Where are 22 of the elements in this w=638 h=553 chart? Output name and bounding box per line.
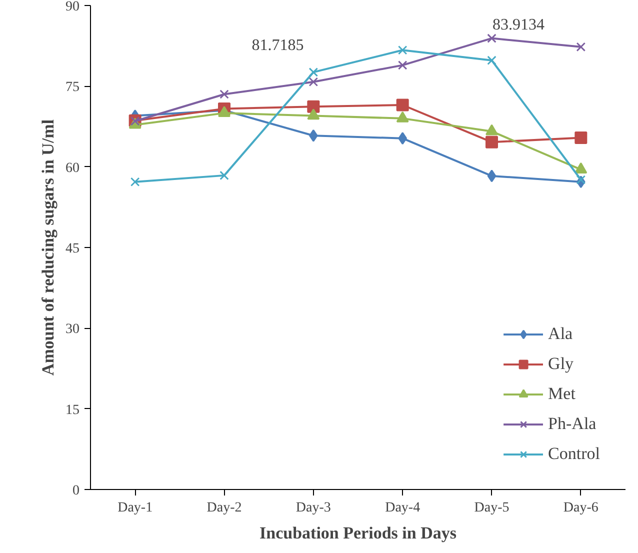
y-tick-label: 45 <box>66 242 80 256</box>
x-tick-label: Day-2 <box>206 500 242 516</box>
y-tick-label: 30 <box>66 322 80 338</box>
annotation: 83.9134 <box>492 16 544 34</box>
x-tick-label: Day-6 <box>563 500 598 516</box>
y-tick-label: 90 <box>66 0 80 14</box>
y-tick-label: 15 <box>66 402 80 418</box>
legend-label: Ph-Ala <box>548 414 596 434</box>
x-tick-label: Day-1 <box>118 500 153 516</box>
x-tick-label: Day-3 <box>296 500 331 516</box>
x-tick-label: Day-5 <box>474 500 510 516</box>
legend-label: Met <box>548 384 576 404</box>
x-axis-title: Incubation Periods in Days <box>260 524 457 542</box>
y-tick-label: 0 <box>72 484 80 498</box>
legend-label: Ala <box>548 324 573 344</box>
legend-label: Gly <box>548 354 574 374</box>
y-axis-title: Amount of reducing sugars in U/ml <box>38 119 58 376</box>
x-tick-label: Day-4 <box>385 500 420 516</box>
annotation: 81.7185 <box>252 37 304 54</box>
legend-label: Control <box>548 444 600 464</box>
y-tick-label: 75 <box>66 80 80 96</box>
y-tick-label: 60 <box>66 160 80 176</box>
